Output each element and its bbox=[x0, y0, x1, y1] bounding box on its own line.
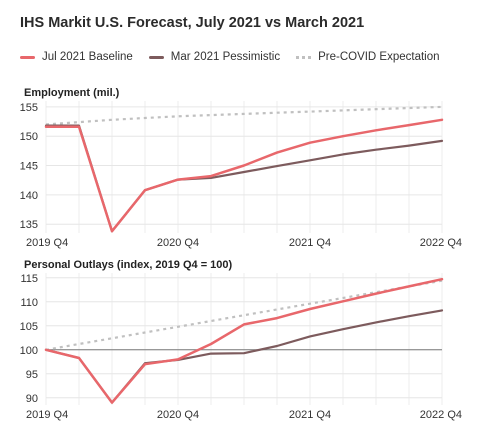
legend-entry-mar-2021-pessimistic: Mar 2021 Pessimistic bbox=[148, 51, 281, 63]
y-tick-label: 105 bbox=[20, 321, 38, 333]
y-tick-label: 155 bbox=[20, 102, 38, 114]
x-tick-label: 2020 Q4 bbox=[157, 409, 199, 421]
y-tick-label: 90 bbox=[26, 393, 38, 405]
legend-swatch bbox=[296, 55, 312, 59]
x-tick-label: 2022 Q4 bbox=[420, 409, 462, 421]
x-tick-label: 2020 Q4 bbox=[157, 237, 199, 249]
chart-title: IHS Markit U.S. Forecast, July 2021 vs M… bbox=[20, 15, 365, 31]
y-tick-label: 150 bbox=[20, 131, 38, 143]
legend-entry-pre-covid-expectation: Pre-COVID Expectation bbox=[296, 51, 440, 63]
y-tick-label: 135 bbox=[20, 219, 38, 231]
legend-label: Mar 2021 Pessimistic bbox=[170, 51, 281, 63]
legend-label: Pre-COVID Expectation bbox=[318, 51, 440, 63]
y-tick-label: 115 bbox=[20, 273, 38, 285]
x-tick-label: 2019 Q4 bbox=[26, 237, 68, 249]
x-tick-label: 2021 Q4 bbox=[289, 237, 331, 249]
series-line-pre-covid-expectation bbox=[45, 105, 443, 126]
legend-entry-jul-2021-baseline: Jul 2021 Baseline bbox=[20, 51, 133, 63]
x-tick-label: 2021 Q4 bbox=[289, 409, 331, 421]
y-tick-label: 145 bbox=[20, 161, 38, 173]
x-tick-label: 2022 Q4 bbox=[420, 237, 462, 249]
y-tick-label: 140 bbox=[20, 190, 38, 202]
y-tick-label: 95 bbox=[26, 369, 38, 381]
legend: Jul 2021 Baseline Mar 2021 Pessimistic P… bbox=[20, 48, 440, 66]
y-tick-label: 100 bbox=[20, 345, 38, 357]
legend-swatch bbox=[148, 55, 164, 59]
panel-title: Employment (mil.) bbox=[24, 87, 120, 99]
panel-title: Personal Outlays (index, 2019 Q4 = 100) bbox=[24, 259, 233, 271]
x-tick-label: 2019 Q4 bbox=[26, 409, 68, 421]
legend-label: Jul 2021 Baseline bbox=[42, 51, 133, 63]
series-line-jul-2021-baseline bbox=[44, 118, 444, 233]
y-tick-label: 110 bbox=[20, 297, 38, 309]
series-line-jul-2021-baseline bbox=[44, 277, 444, 404]
legend-swatch bbox=[20, 55, 35, 59]
